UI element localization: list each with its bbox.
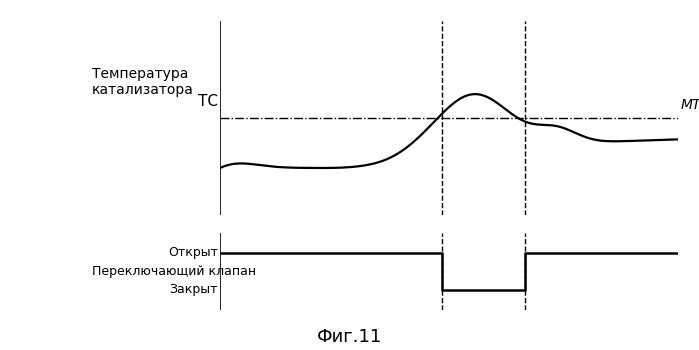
Text: ТС: ТС [198,94,218,110]
Text: МТ: МТ [680,98,699,112]
Text: Переключающий клапан: Переключающий клапан [92,265,256,278]
Text: Закрыт: Закрыт [169,283,218,296]
Text: Фиг.11: Фиг.11 [317,329,382,346]
Text: Открыт: Открыт [168,246,218,259]
Text: Температура
катализатора: Температура катализатора [92,67,194,97]
